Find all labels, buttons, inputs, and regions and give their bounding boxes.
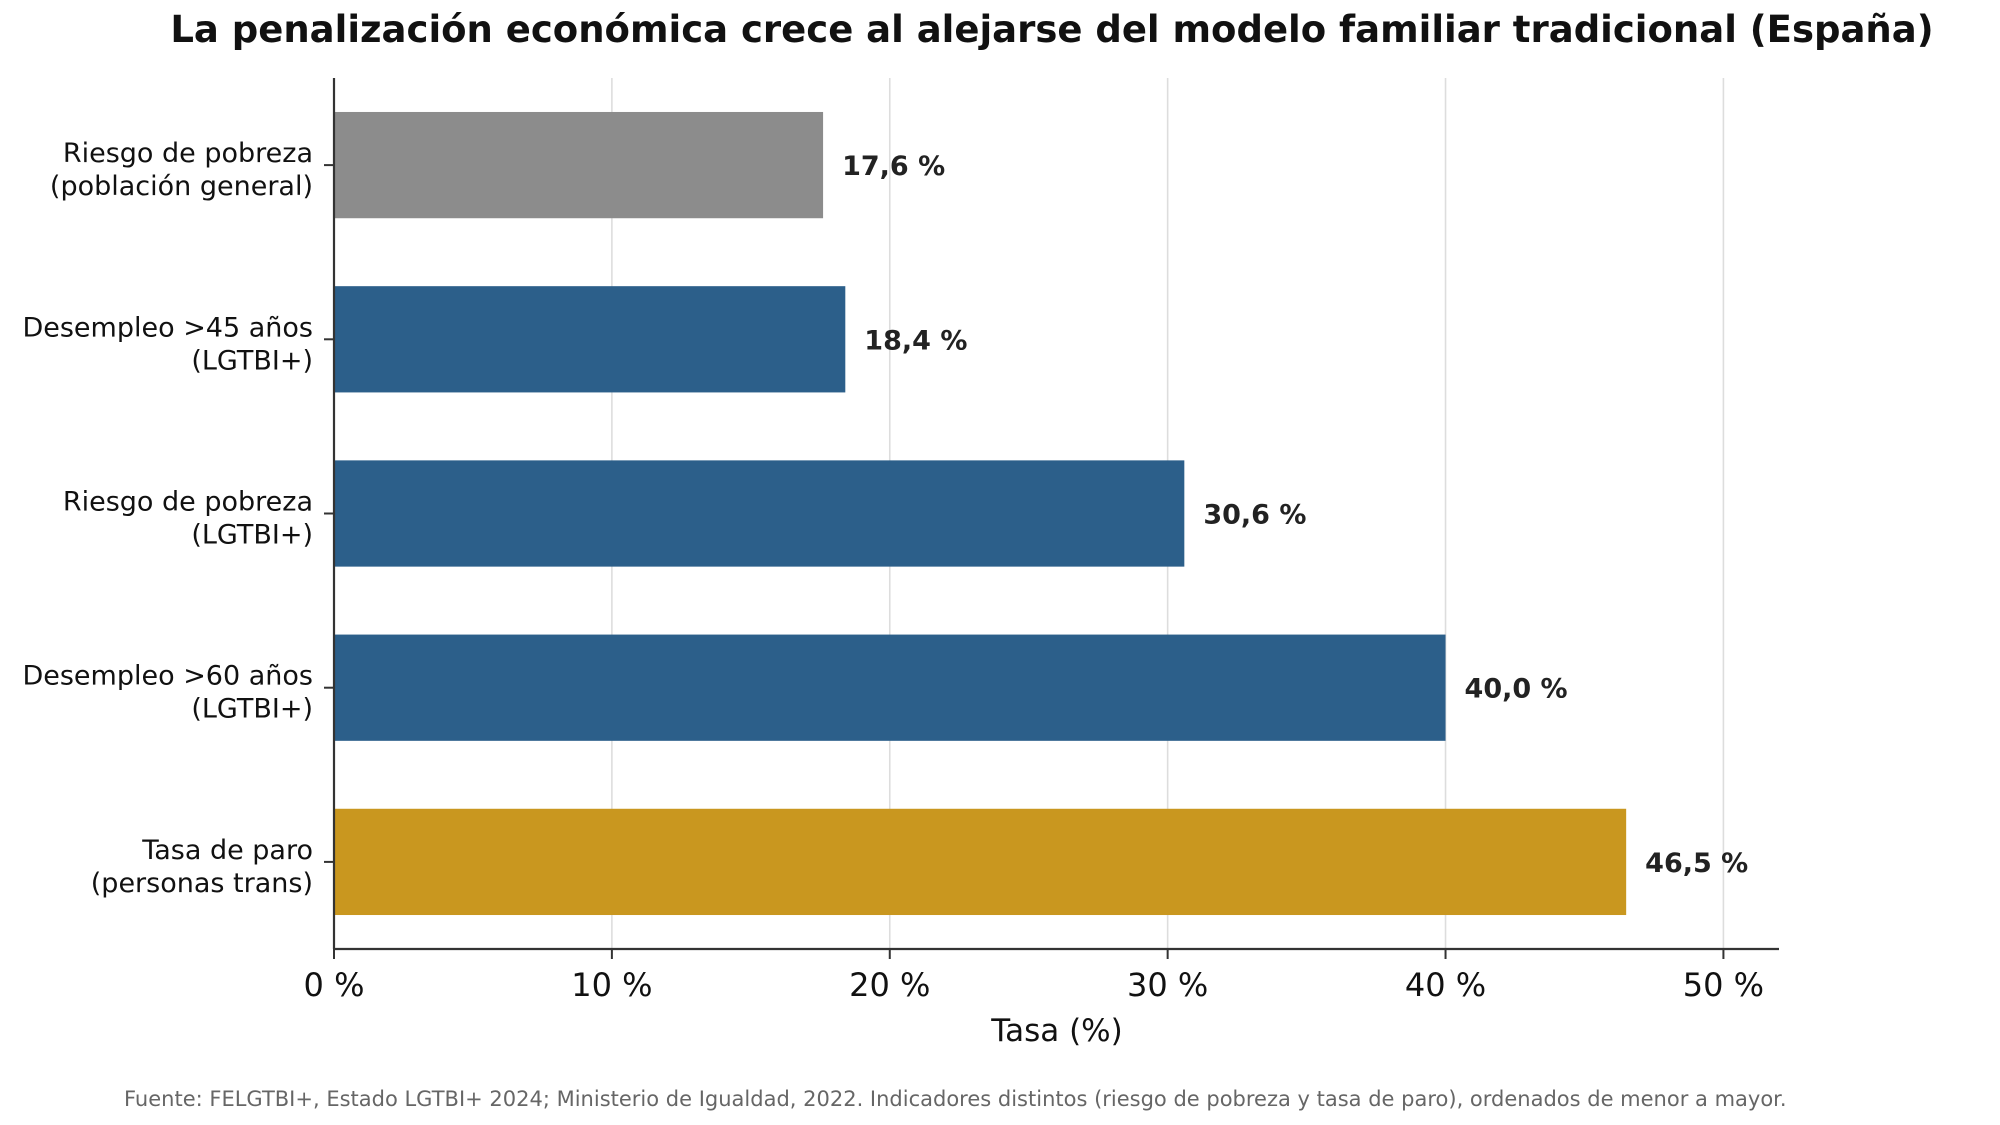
category-label-3: Desempleo >60 años (LGTBI+) <box>22 661 313 725</box>
x-tick-label-4: 40 % <box>1405 966 1486 1004</box>
value-label-0: 17,6 % <box>842 151 945 182</box>
bar-0 <box>334 111 824 219</box>
category-label-0: Riesgo de pobreza (población general) <box>50 138 313 202</box>
bars-layer <box>334 111 1627 916</box>
bar-3 <box>334 634 1446 741</box>
x-tick-label-2: 20 % <box>849 966 930 1004</box>
value-label-4: 46,5 % <box>1645 848 1748 879</box>
bar-1 <box>334 286 846 393</box>
x-axis-label: Tasa (%) <box>990 1013 1122 1049</box>
value-label-2: 30,6 % <box>1203 500 1306 531</box>
x-tick-label-1: 10 % <box>571 966 652 1004</box>
bar-2 <box>334 460 1185 567</box>
chart-title: La penalización económica crece al aleja… <box>170 8 1933 51</box>
bar-4 <box>334 808 1627 916</box>
source-note: Fuente: FELGTBI+, Estado LGTBI+ 2024; Mi… <box>124 1087 1787 1111</box>
value-label-1: 18,4 % <box>864 325 967 356</box>
labels-layer: 17,6 % Riesgo de pobreza (población genera… <box>22 138 1764 1004</box>
x-tick-label-3: 30 % <box>1127 966 1208 1004</box>
x-tick-label-5: 50 % <box>1683 966 1764 1004</box>
category-label-1: Desempleo >45 años (LGTBI+) <box>22 312 313 376</box>
axes-layer <box>324 78 1779 959</box>
value-label-3: 40,0 % <box>1465 674 1568 705</box>
category-label-2: Riesgo de pobreza (LGTBI+) <box>63 487 313 551</box>
category-label-4: Tasa de paro (personas trans) <box>91 835 313 899</box>
x-tick-label-0: 0 % <box>304 966 365 1004</box>
